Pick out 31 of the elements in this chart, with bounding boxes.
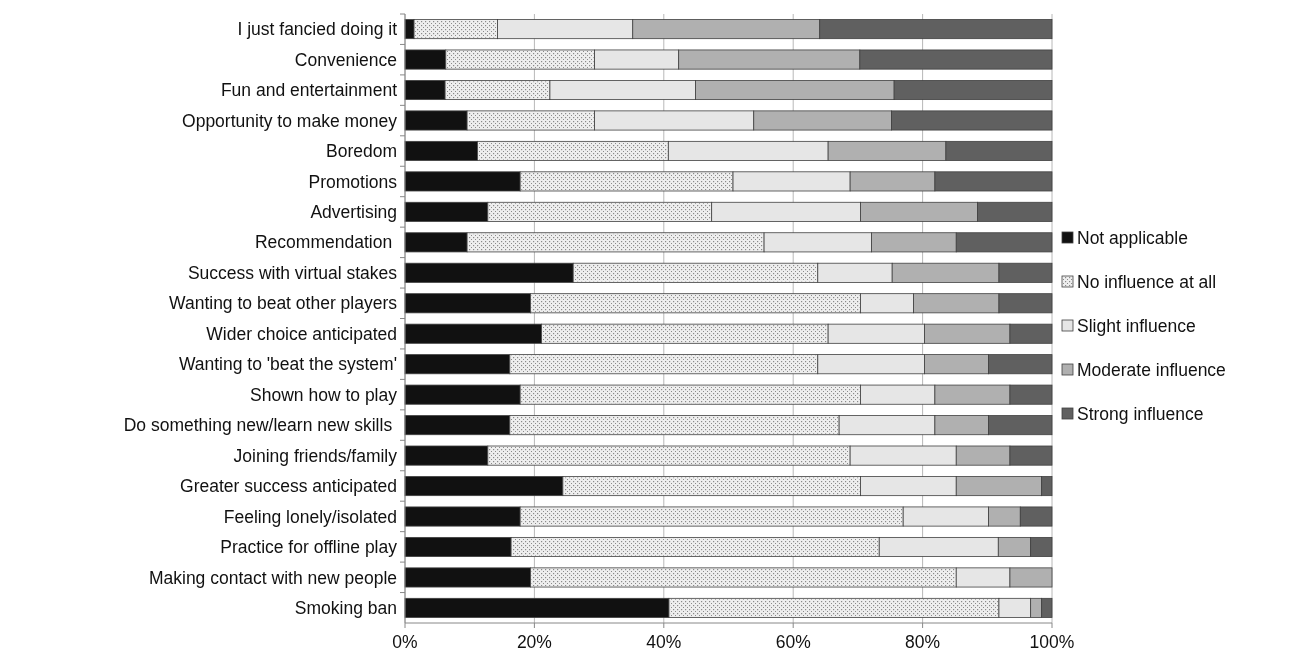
x-tick-label: 60% — [775, 632, 811, 652]
x-tick-label: 80% — [905, 632, 941, 652]
y-tick-label: Smoking ban — [294, 598, 397, 619]
legend-label: Moderate influence — [1077, 360, 1226, 381]
y-tick-label: Making contact with new people — [148, 567, 397, 588]
y-tick-label: Convenience — [294, 49, 397, 70]
legend-label: Strong influence — [1077, 404, 1204, 425]
x-tick-label: 100% — [1029, 632, 1075, 652]
y-tick-label: Feeling lonely/isolated — [223, 506, 397, 527]
y-tick-label: Do something new/learn new skills — [123, 415, 397, 436]
y-tick-label: Boredom — [325, 141, 397, 162]
y-tick-label: Shown how to play — [250, 384, 398, 405]
y-tick-label: Greater success anticipated — [180, 476, 397, 497]
y-tick-label: I just fancied doing it — [237, 19, 398, 40]
legend-label: Not applicable — [1077, 228, 1188, 249]
y-tick-label: Advertising — [310, 202, 397, 222]
y-tick-label: Promotions — [308, 171, 398, 192]
y-tick-label: Wanting to 'beat the system' — [178, 354, 397, 375]
y-tick-label: Fun and entertainment — [220, 80, 398, 101]
y-tick-label: Opportunity to make money — [182, 110, 398, 131]
x-tick-label: 0% — [392, 632, 418, 652]
y-tick-label: Success with virtual stakes — [187, 262, 398, 283]
legend-label: No influence at all — [1077, 272, 1217, 293]
x-tick-label: 40% — [646, 632, 682, 652]
y-tick-label: Recommendation — [254, 232, 397, 253]
y-tick-label: Wanting to beat other players — [169, 293, 398, 314]
legend-label: Slight influence — [1077, 316, 1196, 337]
y-tick-label: Joining friends/family — [233, 445, 398, 466]
y-tick-label: Practice for offline play — [220, 537, 398, 558]
y-tick-label: Wider choice anticipated — [206, 323, 397, 344]
x-tick-label: 20% — [516, 632, 552, 652]
